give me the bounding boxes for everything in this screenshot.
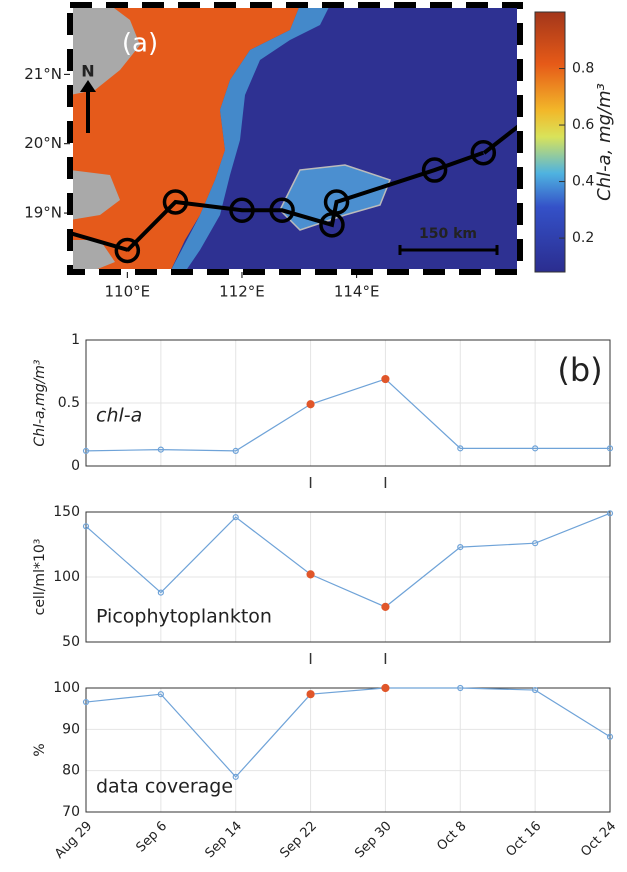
panel-text: data coverage (96, 776, 233, 798)
y-axis-label: Chl-a,mg/m³ (32, 359, 48, 446)
axes-frame (85, 687, 611, 813)
x-tick-label: 112°E (219, 283, 265, 301)
data-point (606, 510, 614, 517)
y-tick-label: 1 (71, 332, 80, 348)
data-point (306, 570, 315, 579)
series-line (85, 512, 611, 608)
data-point (232, 447, 239, 454)
colorbar-tick-label: 0.2 (572, 230, 594, 246)
x-tick-label: Sep 6 (133, 819, 170, 856)
colorbar-tick-label: 0.6 (572, 117, 594, 133)
y-tick-label: 70 (62, 804, 80, 820)
data-point (532, 445, 539, 452)
x-tick-label: Oct 16 (503, 819, 544, 860)
y-tick-label: 0.5 (58, 395, 80, 411)
x-tick-label: Sep 22 (277, 819, 320, 862)
data-point (457, 445, 464, 452)
x-tick-label: 114°E (334, 283, 380, 301)
colorbar-label: Chl-a, mg/m³ (594, 83, 615, 201)
station (114, 237, 141, 264)
y-axis-label: cell/ml*10³ (32, 539, 48, 616)
x-tick-label: 110°E (105, 283, 151, 301)
data-point (232, 773, 239, 780)
x-tick-label: Sep 30 (352, 819, 395, 862)
station (229, 197, 255, 224)
station (421, 157, 448, 183)
panel-label: (b) (557, 351, 602, 389)
y-axis-label: % (32, 743, 48, 756)
scale-label: 150 km (419, 226, 477, 242)
data-point (457, 543, 464, 551)
data-point (306, 400, 315, 409)
data-point (232, 514, 239, 521)
y-tick-label: 150 (53, 504, 80, 520)
colorbar-tick-label: 0.4 (572, 174, 594, 190)
station (470, 139, 497, 166)
y-tick-label: 90 (62, 721, 80, 737)
series-line (85, 687, 611, 778)
data-point (157, 589, 164, 596)
y-tick-label: 19°N (24, 204, 62, 222)
panel-label: (a) (122, 29, 158, 59)
data-point (381, 374, 390, 384)
data-point (82, 447, 90, 454)
scale-bar (398, 245, 499, 255)
data-point (157, 691, 164, 698)
north-arrow (80, 80, 96, 92)
north-label: N (81, 62, 94, 81)
station (323, 189, 350, 215)
data-point (606, 733, 614, 740)
x-tick-label: Aug 29 (52, 819, 95, 862)
x-tick-label: Sep 14 (202, 819, 245, 862)
data-point (82, 698, 90, 706)
series-line (85, 378, 610, 452)
data-point (532, 686, 539, 694)
data-point (381, 602, 390, 612)
y-tick-label: 80 (62, 763, 80, 779)
data-point (381, 683, 390, 693)
y-tick-label: 100 (53, 569, 80, 585)
x-tick-label: Oct 24 (578, 819, 619, 860)
y-tick-label: 0 (71, 458, 80, 474)
axes-frame (85, 511, 611, 643)
data-point (457, 684, 464, 692)
data-point (606, 445, 614, 452)
axes-frame (85, 339, 611, 467)
panel-text: chl-a (96, 405, 142, 427)
y-tick-label: 20°N (24, 134, 62, 152)
y-tick-label: 100 (53, 680, 80, 696)
y-tick-label: 50 (62, 634, 80, 650)
station (269, 197, 295, 224)
data-point (82, 523, 90, 530)
colorbar (534, 11, 566, 273)
data-point (157, 446, 164, 453)
colorbar-tick-label: 0.8 (572, 61, 594, 77)
data-point (532, 540, 539, 547)
station (162, 189, 189, 215)
y-tick-label: 21°N (24, 65, 62, 83)
data-point (306, 690, 315, 699)
x-tick-label: Oct 8 (434, 819, 469, 854)
map-frame (67, 2, 523, 275)
panel-text: Picophytoplankton (96, 606, 272, 628)
